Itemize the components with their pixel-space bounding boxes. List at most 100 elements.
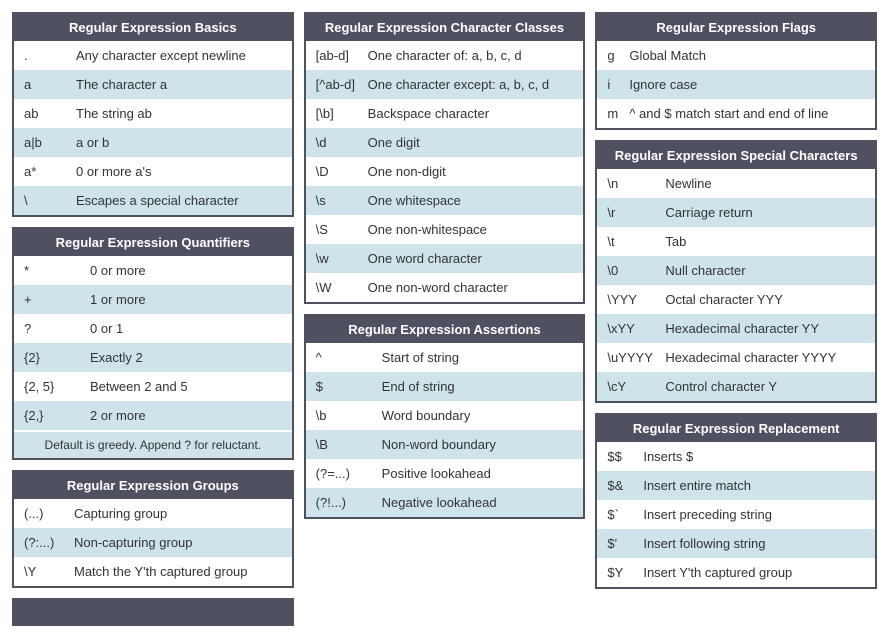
pattern-cell: i bbox=[607, 77, 611, 92]
table-row: \W One non-word character bbox=[305, 273, 584, 302]
table-row: * 0 or more bbox=[14, 256, 292, 285]
description-cell: Non-capturing group bbox=[74, 535, 193, 550]
description-cell: One character of: a, b, c, d bbox=[367, 48, 522, 63]
description-cell: Any character except newline bbox=[76, 48, 246, 63]
description-cell: One character except: a, b, c, d bbox=[367, 77, 550, 92]
pattern-cell: (?:...) bbox=[24, 535, 55, 550]
pattern-cell: a bbox=[24, 77, 32, 92]
description-cell: One non-whitespace bbox=[367, 222, 487, 237]
table-row: \b Word boundary bbox=[305, 401, 584, 430]
table-assertions-rows: ^ Start of string $ End of string \b Word bou… bbox=[305, 343, 584, 517]
table-row: (?!...) Negative lookahead bbox=[305, 488, 584, 517]
table-special-characters: Regular Expression Special Characters \n… bbox=[595, 140, 878, 403]
table-row: a* 0 or more a's bbox=[14, 157, 292, 186]
table-flags-rows: g Global Match i Ignore case m ^ and $ match … bbox=[597, 41, 876, 128]
pattern-cell: $' bbox=[607, 536, 618, 551]
pattern-cell: \ bbox=[24, 193, 28, 208]
table-row: \d One digit bbox=[305, 128, 584, 157]
table-row: \cY Control character Y bbox=[597, 372, 876, 401]
description-cell: Octal character YYY bbox=[665, 292, 783, 307]
pattern-cell: \B bbox=[315, 437, 328, 452]
table-quantifiers-title: Regular Expression Quantifiers bbox=[14, 229, 292, 256]
table-row: \n Newline bbox=[597, 169, 876, 198]
table-row: \ Escapes a special character bbox=[14, 186, 292, 215]
column-middle: Regular Expression Character Classes [ab… bbox=[303, 12, 586, 519]
table-row: \D One non-digit bbox=[305, 157, 584, 186]
pattern-cell: ? bbox=[24, 321, 32, 336]
table-row: $ End of string bbox=[305, 372, 584, 401]
table-row: \Y Match the Y'th captured group bbox=[14, 557, 292, 586]
pattern-cell: \d bbox=[315, 135, 327, 150]
description-cell: Non-word boundary bbox=[381, 437, 496, 452]
pattern-cell: [^ab-d] bbox=[315, 77, 356, 92]
pattern-cell: [ab-d] bbox=[315, 48, 349, 63]
table-row: ? 0 or 1 bbox=[14, 314, 292, 343]
pattern-cell: g bbox=[607, 48, 615, 63]
description-cell: 0 or more a's bbox=[76, 164, 152, 179]
pattern-cell: $ bbox=[315, 379, 323, 394]
description-cell: Escapes a special character bbox=[76, 193, 239, 208]
table-groups-title: Regular Expression Groups bbox=[14, 472, 292, 499]
pattern-cell: {2} bbox=[24, 350, 40, 365]
pattern-cell: \r bbox=[607, 205, 616, 220]
table-row: ab The string ab bbox=[14, 99, 292, 128]
pattern-cell: . bbox=[24, 48, 28, 63]
table-row: {2} Exactly 2 bbox=[14, 343, 292, 372]
table-row: +1 or more bbox=[14, 285, 292, 314]
table-row: \S One non-whitespace bbox=[305, 215, 584, 244]
description-cell: Global Match bbox=[629, 48, 706, 63]
description-cell: The character a bbox=[76, 77, 168, 92]
pattern-cell: \YYY bbox=[607, 292, 637, 307]
description-cell: 1 or more bbox=[90, 292, 146, 307]
table-row: . Any character except newline bbox=[14, 41, 292, 70]
table-row: [\b] Backspace character bbox=[305, 99, 584, 128]
table-quantifiers-rows: * 0 or more +1 or more? 0 or 1 {2} Exactly 2{… bbox=[14, 256, 292, 430]
table-assertions: Regular Expression Assertions ^ Start of … bbox=[303, 314, 586, 519]
pattern-cell: + bbox=[24, 292, 32, 307]
description-cell: One digit bbox=[367, 135, 420, 150]
description-cell: One non-word character bbox=[367, 280, 508, 295]
table-row: \t Tab bbox=[597, 227, 876, 256]
table-character-classes-rows: [ab-d] One character of: a, b, c, d [^ab-d… bbox=[305, 41, 584, 302]
table-flags-title: Regular Expression Flags bbox=[597, 14, 876, 41]
description-cell: Inserts $ bbox=[643, 449, 694, 464]
table-groups: Regular Expression Groups (...) Capturing… bbox=[12, 470, 294, 588]
table-row: \B Non-word boundary bbox=[305, 430, 584, 459]
pattern-cell: ab bbox=[24, 106, 39, 121]
cutoff-table-header bbox=[12, 598, 294, 626]
pattern-cell: (...) bbox=[24, 506, 44, 521]
table-row: (...) Capturing group bbox=[14, 499, 292, 528]
description-cell: Control character Y bbox=[665, 379, 778, 394]
table-row: $$ Inserts $ bbox=[597, 442, 876, 471]
pattern-cell: (?=...) bbox=[315, 466, 350, 481]
description-cell: Carriage return bbox=[665, 205, 753, 220]
pattern-cell: a* bbox=[24, 164, 37, 179]
pattern-cell: \0 bbox=[607, 263, 619, 278]
table-row: $` Insert preceding string bbox=[597, 500, 876, 529]
table-character-classes: Regular Expression Character Classes [ab… bbox=[303, 12, 586, 304]
description-cell: Insert Y'th captured group bbox=[643, 565, 793, 580]
description-cell: a or b bbox=[76, 135, 110, 150]
pattern-cell: \w bbox=[315, 251, 329, 266]
pattern-cell: \n bbox=[607, 176, 619, 191]
pattern-cell: $& bbox=[607, 478, 624, 493]
pattern-cell: \S bbox=[315, 222, 328, 237]
quantifiers-note: Default is greedy. Append ? for reluctan… bbox=[14, 430, 292, 458]
table-special-characters-title: Regular Expression Special Characters bbox=[597, 142, 876, 169]
table-basics: Regular Expression Basics . Any character… bbox=[12, 12, 294, 217]
table-basics-rows: . Any character except newline a The charac… bbox=[14, 41, 292, 215]
description-cell: Null character bbox=[665, 263, 746, 278]
pattern-cell: $Y bbox=[607, 565, 624, 580]
pattern-cell: [\b] bbox=[315, 106, 334, 121]
pattern-cell: \D bbox=[315, 164, 329, 179]
table-row: \w One word character bbox=[305, 244, 584, 273]
table-row: \xYY Hexadecimal character YY bbox=[597, 314, 876, 343]
pattern-cell: \b bbox=[315, 408, 327, 423]
pattern-cell: {2,} bbox=[24, 408, 44, 423]
table-row: ^ Start of string bbox=[305, 343, 584, 372]
description-cell: One whitespace bbox=[367, 193, 461, 208]
pattern-cell: a|b bbox=[24, 135, 42, 150]
table-special-characters-rows: \n Newline \r Carriage return \t Tab \0 Null ch… bbox=[597, 169, 876, 401]
pattern-cell: \Y bbox=[24, 564, 37, 579]
